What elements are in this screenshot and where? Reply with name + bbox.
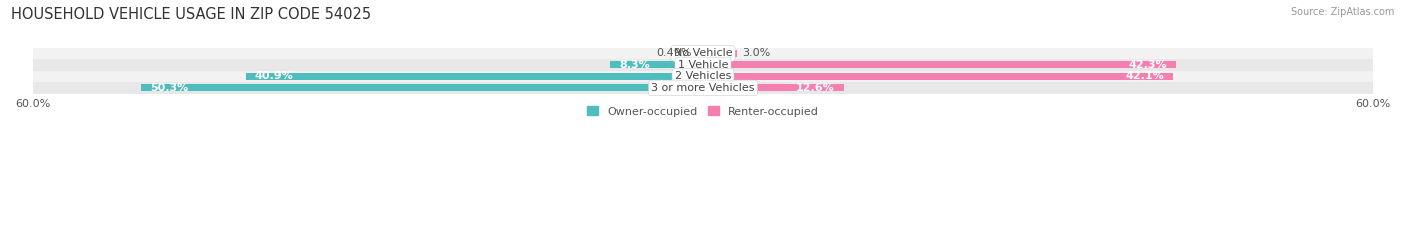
- Text: 42.3%: 42.3%: [1128, 60, 1167, 70]
- Bar: [610, 62, 703, 68]
- Text: 42.1%: 42.1%: [1126, 71, 1164, 81]
- Text: 8.3%: 8.3%: [619, 60, 650, 70]
- Bar: [703, 85, 844, 91]
- Text: 50.3%: 50.3%: [150, 83, 188, 93]
- Text: HOUSEHOLD VEHICLE USAGE IN ZIP CODE 54025: HOUSEHOLD VEHICLE USAGE IN ZIP CODE 5402…: [11, 7, 371, 22]
- Text: 3 or more Vehicles: 3 or more Vehicles: [651, 83, 755, 93]
- Bar: [703, 62, 1175, 68]
- Text: No Vehicle: No Vehicle: [673, 48, 733, 58]
- Bar: [703, 73, 1174, 80]
- Text: 12.6%: 12.6%: [796, 83, 835, 93]
- Bar: [32, 59, 1374, 71]
- Bar: [703, 50, 737, 57]
- Text: 3.0%: 3.0%: [742, 48, 770, 58]
- Bar: [246, 73, 703, 80]
- Text: Source: ZipAtlas.com: Source: ZipAtlas.com: [1291, 7, 1395, 17]
- Text: 40.9%: 40.9%: [254, 71, 294, 81]
- Bar: [32, 71, 1374, 82]
- Text: 2 Vehicles: 2 Vehicles: [675, 71, 731, 81]
- Text: 1 Vehicle: 1 Vehicle: [678, 60, 728, 70]
- Legend: Owner-occupied, Renter-occupied: Owner-occupied, Renter-occupied: [586, 106, 820, 117]
- Bar: [697, 50, 703, 57]
- Bar: [32, 48, 1374, 59]
- Bar: [141, 85, 703, 91]
- Bar: [32, 82, 1374, 94]
- Text: 0.49%: 0.49%: [657, 48, 692, 58]
